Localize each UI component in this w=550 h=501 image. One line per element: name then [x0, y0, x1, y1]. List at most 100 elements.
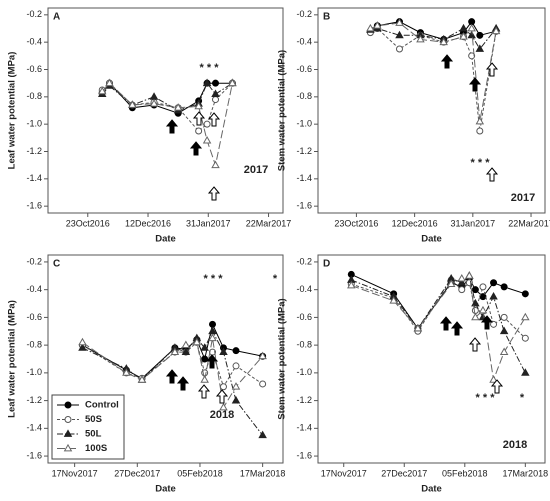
marker: [258, 351, 267, 360]
y-tick-label: -1.4: [26, 173, 42, 183]
y-tick-label: -0.6: [26, 64, 42, 74]
plot-frame: [317, 254, 546, 464]
marker: [491, 26, 501, 35]
y-tick-label: -0.8: [26, 91, 42, 101]
marker: [212, 79, 220, 87]
series-line: [351, 275, 526, 382]
series-line: [101, 82, 233, 112]
y-tick-label: -1.2: [296, 395, 312, 405]
y-tick-label: -0.8: [296, 91, 312, 101]
x-tick-label: 23Oct2016: [334, 218, 378, 228]
marker: [479, 283, 487, 291]
panel: B -0.2 -0.4 -0.6 -0.8 -1.0 -1.2 -1.4 -1.6 23Oct20…: [277, 7, 550, 245]
marker: [500, 313, 508, 321]
x-tick-label: 27Dec2017: [381, 468, 427, 478]
marker: [203, 120, 211, 128]
marker: [489, 375, 498, 383]
x-tick-label: 22Mar2017: [246, 218, 292, 228]
x-tick-label: 05Feb2018: [442, 468, 488, 478]
y-tick-label: -1.4: [296, 423, 312, 433]
marker: [459, 23, 468, 32]
marker: [97, 86, 107, 95]
y-tick-label: -0.2: [26, 256, 42, 266]
x-tick-label: 17Nov2017: [52, 468, 98, 478]
marker: [458, 286, 466, 294]
marker: [479, 293, 487, 301]
y-tick-label: -0.4: [26, 37, 42, 47]
x-axis-label: Date: [421, 234, 442, 245]
marker: [446, 279, 456, 288]
marker: [521, 334, 529, 342]
marker: [468, 52, 476, 60]
marker: [137, 375, 147, 383]
y-tick-label: -0.8: [296, 340, 312, 350]
x-tick-label: 31Jan2017: [186, 218, 231, 228]
marker: [194, 101, 203, 110]
marker: [63, 443, 73, 452]
panel-label: D: [323, 259, 330, 270]
marker: [192, 337, 202, 346]
marker: [347, 280, 356, 289]
y-axis-label: Stem water potential (MPa): [277, 298, 288, 419]
arrow: [468, 337, 482, 352]
x-tick-label: 12Dec2016: [392, 218, 438, 228]
marker: [395, 30, 404, 39]
marker: [200, 375, 209, 383]
annotation: * * *: [204, 273, 224, 285]
marker: [476, 127, 484, 135]
legend-label: 100S: [85, 443, 107, 454]
arrow: [189, 141, 203, 156]
series-line: [351, 279, 526, 339]
arrow: [480, 315, 494, 330]
annotation: * * *: [200, 62, 220, 74]
y-tick-label: -0.4: [296, 37, 312, 47]
x-axis-label: Date: [155, 234, 176, 245]
marker: [475, 116, 485, 125]
marker: [395, 18, 404, 26]
annotation: 2017: [511, 192, 535, 204]
marker: [219, 402, 228, 411]
arrow: [207, 112, 221, 127]
arrow: [205, 354, 219, 369]
y-axis-label: Stem water potential (MPa): [277, 50, 288, 171]
marker: [373, 21, 382, 29]
marker: [259, 380, 267, 388]
y-tick-label: -0.6: [26, 312, 42, 322]
y-tick-label: -1.6: [296, 450, 312, 460]
marker: [170, 347, 180, 355]
panel: A -0.2 -0.4 -0.6 -0.8 -1.0 -1.2 -1.4 -1.6 23Oct20…: [7, 7, 292, 245]
marker: [471, 306, 479, 314]
y-tick-label: -0.4: [26, 284, 42, 294]
marker: [211, 89, 220, 97]
marker: [258, 430, 267, 439]
y-tick-label: -1.2: [26, 395, 42, 405]
marker: [521, 312, 530, 321]
plot-frame: [317, 7, 546, 214]
y-tick-label: -1.6: [26, 450, 42, 460]
marker: [395, 45, 403, 53]
x-tick-label: 22Mar2017: [508, 218, 550, 228]
y-tick-label: -1.2: [26, 146, 42, 156]
marker: [195, 127, 203, 135]
arrow: [485, 167, 499, 182]
marker: [490, 279, 498, 287]
marker: [201, 355, 209, 363]
marker: [63, 429, 73, 437]
arrow: [440, 54, 454, 69]
x-tick-label: 27Dec2017: [114, 468, 160, 478]
y-tick-label: -1.6: [26, 201, 42, 211]
x-tick-label: 05Feb2018: [177, 468, 223, 478]
marker: [457, 278, 467, 286]
marker: [366, 23, 375, 32]
marker: [471, 286, 479, 294]
x-tick-label: 31Jan2017: [451, 218, 496, 228]
marker: [173, 103, 183, 111]
marker: [128, 100, 137, 108]
panel-label: A: [53, 12, 60, 23]
arrow: [197, 384, 211, 399]
annotation: 2018: [503, 439, 527, 451]
x-axis-label: Date: [421, 484, 442, 495]
arrow: [450, 321, 464, 336]
marker: [413, 323, 423, 332]
